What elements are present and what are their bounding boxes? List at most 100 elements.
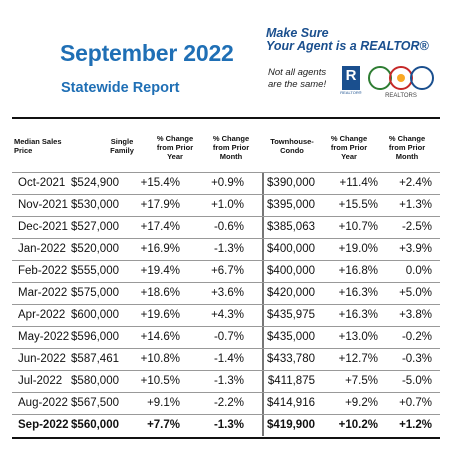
single-family-price-cell: $600,000 [71,309,119,321]
townhouse-price-cell: $400,000 [267,265,315,277]
single-family-price-cell: $580,000 [71,375,119,387]
th-year-change-cell: +10.2% [338,419,378,431]
th-year-change-cell: +10.7% [338,221,378,233]
realtor-promo: Make Sure Your Agent is a REALTOR® [266,27,429,53]
sf-year-change-cell: +14.6% [140,331,180,343]
month-cell: Jun-2022 [18,353,66,365]
table-row: Aug-2022 $567,500 +9.1% -2.2% $414,916 +9.2% +… [12,392,440,415]
th-year-change-cell: +16.8% [338,265,378,277]
month-cell: May-2022 [18,331,70,343]
townhouse-price-cell: $400,000 [267,243,315,255]
promo-line-1: Make Sure [266,26,329,40]
townhouse-price-cell: $395,000 [267,199,315,211]
table-row: Jul-2022 $580,000 +10.5% -1.3% $411,875 +7.5%… [12,370,440,393]
sf-year-change-cell: +17.4% [140,221,180,233]
note-line-1: Not all agents [268,67,327,78]
month-cell: Aug-2022 [18,397,68,409]
single-family-price-cell: $530,000 [71,199,119,211]
th-month-change-cell: +2.4% [399,177,432,189]
townhouse-price-cell: $435,000 [267,331,315,343]
th-year-change-cell: +7.5% [345,375,378,387]
sf-month-change-cell: -1.3% [213,243,244,255]
sf-month-change-cell: +3.6% [211,287,244,299]
header-sf-month: % Change from Prior Month [212,134,250,161]
townhouse-price-cell: $419,900 [267,419,315,431]
table-row: May-2022 $596,000 +14.6% -0.7% $435,000 +13.0… [12,326,440,349]
townhouse-price-cell: $385,063 [267,221,315,233]
header-th-year: % Change from Prior Year [330,134,368,161]
realtor-r-logo: R [342,66,360,90]
table-row: Dec-2021 $527,000 +17.4% -0.6% $385,063 +10.7… [12,216,440,239]
table-top-rule [12,117,440,119]
single-family-price-cell: $524,900 [71,177,119,189]
th-year-change-cell: +11.4% [339,177,378,189]
single-family-price-cell: $527,000 [71,221,119,233]
th-year-change-cell: +13.0% [338,331,378,343]
th-year-change-cell: +15.5% [338,199,378,211]
page-title: September 2022 [60,40,234,66]
th-month-change-cell: +0.7% [399,397,432,409]
th-year-change-cell: +9.2% [345,397,378,409]
sf-year-change-cell: +16.9% [140,243,180,255]
header-single-family: Single Family [110,137,134,155]
sf-year-change-cell: +19.6% [140,309,180,321]
sf-month-change-cell: +0.9% [211,177,244,189]
table-row: Nov-2021 $530,000 +17.9% +1.0% $395,000 +15.5… [12,194,440,217]
table-row: Feb-2022 $555,000 +19.4% +6.7% $400,000 +16.8… [12,260,440,283]
month-cell: Apr-2022 [18,309,66,321]
sf-month-change-cell: +6.7% [211,265,244,277]
townhouse-price-cell: $420,000 [267,287,315,299]
page-subtitle: Statewide Report [61,80,180,96]
month-cell: Feb-2022 [18,265,68,277]
promo-line-2: Your Agent is a REALTOR® [266,39,429,53]
month-cell: Oct-2021 [18,177,66,189]
month-cell: Nov-2021 [18,199,68,211]
townhouse-price-cell: $435,975 [267,309,315,321]
month-cell: Jul-2022 [18,375,63,387]
sf-year-change-cell: +15.4% [140,177,180,189]
th-month-change-cell: -5.0% [401,375,432,387]
note-line-2: are the same! [268,79,327,90]
th-year-change-cell: +12.7% [338,353,378,365]
sf-year-change-cell: +10.5% [140,375,180,387]
promo-note: Not all agents are the same! [268,67,326,91]
townhouse-price-cell: $390,000 [267,177,315,189]
th-month-change-cell: +1.2% [399,419,432,431]
th-month-change-cell: -2.5% [401,221,432,233]
sf-year-change-cell: +19.4% [140,265,180,277]
single-family-price-cell: $555,000 [71,265,119,277]
single-family-price-cell: $587,461 [71,353,119,365]
table-row: Sep-2022 $560,000 +7.7% -1.3% $419,900 +10.2%… [12,414,440,439]
th-month-change-cell: +5.0% [399,287,432,299]
table-row: Jan-2022 $520,000 +16.9% -1.3% $400,000 +19.0… [12,238,440,261]
month-cell: Dec-2021 [18,221,68,233]
single-family-price-cell: $575,000 [71,287,119,299]
header-th-month: % Change from Prior Month [388,134,426,161]
single-family-price-cell: $567,500 [71,397,119,409]
table-row: Apr-2022 $600,000 +19.6% +4.3% $435,975 +16.3… [12,304,440,327]
sf-month-change-cell: -1.3% [213,419,244,431]
th-month-change-cell: +3.8% [399,309,432,321]
sf-month-change-cell: -0.7% [213,331,244,343]
th-month-change-cell: +3.9% [399,243,432,255]
header-townhouse: Townhouse- Condo [270,137,314,155]
sf-year-change-cell: +10.8% [140,353,180,365]
single-family-price-cell: $560,000 [71,419,119,431]
sf-month-change-cell: -2.2% [213,397,244,409]
th-year-change-cell: +19.0% [338,243,378,255]
car-logo-text: REALTORS [385,93,417,99]
car-logo: REALTORS [368,66,434,99]
month-cell: Sep-2022 [18,419,69,431]
table-row: Mar-2022 $575,000 +18.6% +3.6% $420,000 +16.3… [12,282,440,305]
th-month-change-cell: -0.2% [401,331,432,343]
sf-month-change-cell: +1.0% [211,199,244,211]
sf-year-change-cell: +18.6% [140,287,180,299]
header-sf-year: % Change from Prior Year [156,134,194,161]
th-month-change-cell: 0.0% [405,265,432,277]
month-cell: Jan-2022 [18,243,66,255]
sf-month-change-cell: +4.3% [211,309,244,321]
realtor-r-logo-caption: REALTOR® [340,90,362,95]
th-month-change-cell: +1.3% [399,199,432,211]
townhouse-price-cell: $411,875 [267,375,315,387]
sf-year-change-cell: +7.7% [147,419,180,431]
